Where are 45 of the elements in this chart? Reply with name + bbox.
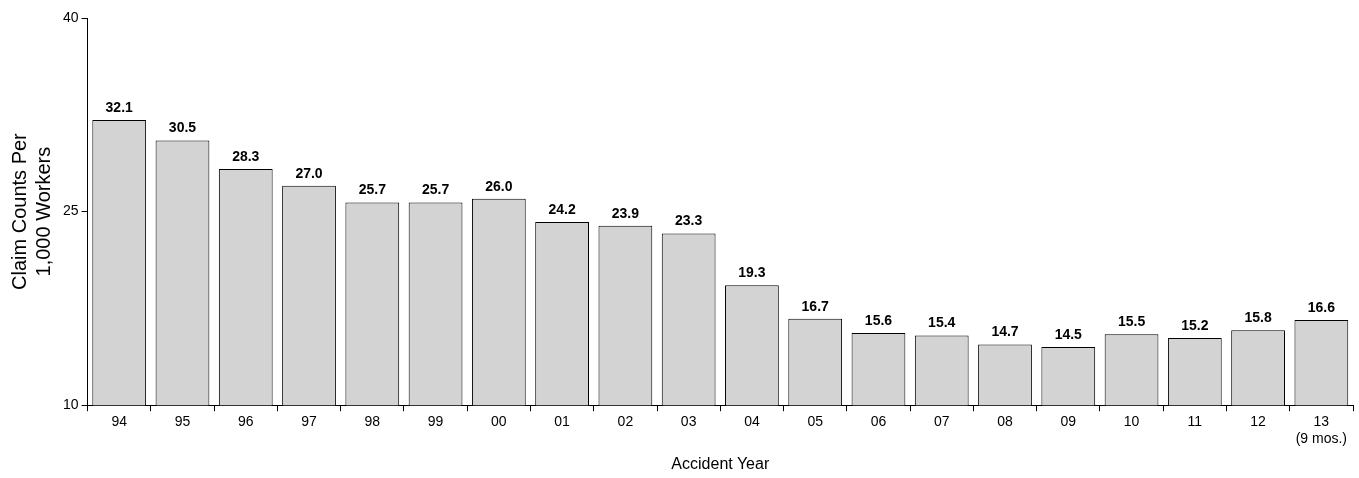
data-label: 15.2: [1181, 316, 1209, 333]
x-tick-label: 07: [933, 413, 950, 430]
y-tick-label: 10: [62, 396, 79, 413]
x-tick-label: 11: [1187, 413, 1203, 430]
x-tick-label: 99: [427, 413, 444, 430]
y-tick-label: 40: [62, 8, 79, 25]
x-tick-label: 06: [870, 413, 887, 430]
x-tick-label: 09: [1060, 413, 1077, 430]
x-tick-label: 08: [997, 413, 1013, 430]
data-label: 14.7: [991, 323, 1019, 340]
data-label: 30.5: [168, 119, 197, 136]
x-tick-label: 04: [744, 413, 760, 430]
data-label: 15.8: [1244, 309, 1272, 326]
x-tick-label: 95: [174, 413, 191, 430]
x-tick-label: 10: [1123, 413, 1140, 430]
x-tick-label: 03: [680, 413, 697, 430]
data-label: 24.2: [548, 200, 576, 217]
data-label: 25.7: [421, 181, 450, 198]
data-label: 25.7: [358, 181, 387, 198]
data-label: 32.1: [105, 98, 134, 115]
x-tick-label: 12: [1250, 413, 1267, 430]
data-label: 16.7: [801, 297, 830, 314]
y-tick-label: 25: [62, 202, 79, 219]
x-tick-label: 94: [111, 413, 128, 430]
data-label: 15.6: [864, 311, 893, 328]
data-label: 27.0: [295, 164, 323, 181]
data-label: 28.3: [232, 147, 260, 164]
y-axis-title: Claim Counts Per 1,000 Workers: [7, 132, 54, 290]
x-tick-label: 97: [301, 413, 318, 430]
x-tick-label: 00: [491, 413, 507, 430]
x-axis-title: Accident Year: [671, 454, 770, 472]
data-label: 15.5: [1117, 313, 1146, 330]
x-tick-label: 01: [554, 413, 571, 430]
data-label: 23.3: [675, 212, 703, 229]
x-tick-label: 96: [237, 413, 254, 430]
x-tick-label: 05: [807, 413, 824, 430]
x-tick-label: 13 (9 mos.): [1295, 413, 1348, 447]
data-label: 16.6: [1307, 298, 1336, 315]
data-label: 19.3: [738, 264, 766, 281]
data-label: 14.5: [1054, 325, 1083, 342]
data-label: 23.9: [611, 204, 640, 221]
x-tick-label: 02: [617, 413, 634, 430]
data-label: 15.4: [928, 314, 956, 331]
x-tick-label: 98: [364, 413, 381, 430]
data-label: 26.0: [485, 177, 513, 194]
